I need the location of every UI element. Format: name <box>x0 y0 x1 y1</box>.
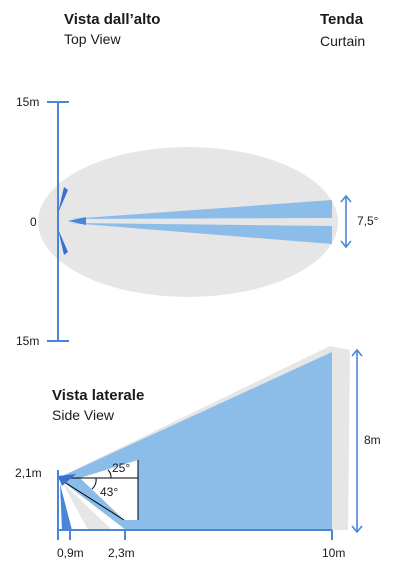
side-view-near-field-beam <box>60 484 72 530</box>
side-view-beam <box>58 352 332 530</box>
side-view-near-field-gap <box>58 478 126 530</box>
top-view-angle-label: 7,5° <box>357 214 379 228</box>
top-view-title-en: Top View <box>64 31 121 47</box>
side-view-near-field-halo <box>62 482 112 530</box>
side-view-angle-lower: 43° <box>100 485 119 499</box>
top-view-title-it: Vista dall’alto <box>64 11 161 28</box>
side-view-dist-2: 2,3m <box>108 546 135 560</box>
side-view-height-label: 2,1m <box>15 466 42 480</box>
top-view-sensor-wedge-lower <box>58 229 68 255</box>
side-view-dist-1: 0,9m <box>57 546 84 560</box>
mode-title-en: Curtain <box>320 33 366 49</box>
top-view-coverage-halo <box>38 147 338 297</box>
top-view-beam-upper <box>70 200 332 219</box>
side-view-title-it: Vista laterale <box>52 387 145 404</box>
side-view-dist-3: 10m <box>322 546 346 560</box>
mode-title-it: Tenda <box>320 11 364 28</box>
top-view-beam-center <box>68 217 86 225</box>
side-view-diagram <box>57 346 363 540</box>
side-view-title-en: Side View <box>52 407 115 423</box>
side-view-angle-inset <box>57 460 139 521</box>
top-view-diagram <box>38 101 352 342</box>
side-view-range-arrow <box>351 348 363 534</box>
top-view-label-mid: 0 <box>30 215 37 229</box>
side-view-sensor-wedge <box>58 474 76 486</box>
side-view-angle-upper: 25° <box>112 461 131 475</box>
top-view-label-top: 15m <box>16 95 40 109</box>
top-view-label-bottom: 15m <box>16 334 40 348</box>
top-view-sensor-wedge-upper <box>58 187 68 213</box>
top-view-beam-lower <box>70 223 332 244</box>
top-view-angle-arrow <box>340 194 352 249</box>
side-view-range-label: 8m <box>364 433 381 447</box>
